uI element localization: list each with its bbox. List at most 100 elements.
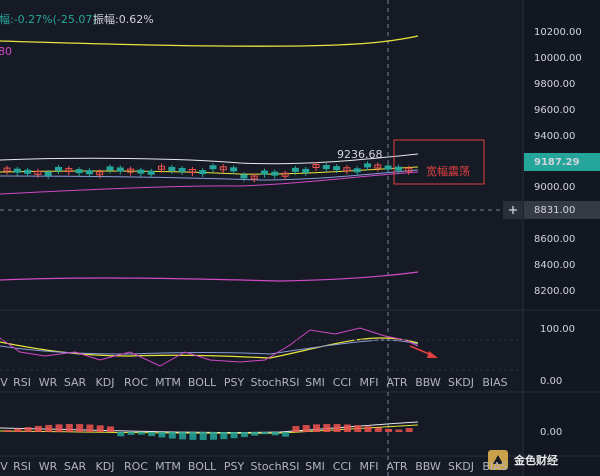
- indicator-tab[interactable]: MFI: [359, 376, 378, 389]
- ma-line: [0, 271, 419, 282]
- indicator-tab[interactable]: SMI: [305, 460, 325, 473]
- indicator-tab[interactable]: SAR: [64, 376, 87, 389]
- indicator-tab[interactable]: PSY: [224, 376, 245, 389]
- histogram-bar: [14, 428, 22, 432]
- histogram-bar: [210, 432, 217, 440]
- candle-body: [261, 170, 268, 175]
- indicator-tab[interactable]: MFI: [359, 460, 378, 473]
- crosshair-price-box: [524, 201, 600, 219]
- indicator-tab[interactable]: ATR: [386, 376, 407, 389]
- indicator-tab[interactable]: MTM: [155, 460, 181, 473]
- candle-body: [271, 171, 279, 176]
- candle-body: [240, 174, 248, 179]
- candle-body: [168, 166, 176, 171]
- candle-body: [75, 169, 83, 174]
- histogram-bar: [292, 426, 300, 432]
- price-tick-label: 9600.00: [534, 105, 575, 116]
- histogram-bar: [55, 424, 63, 432]
- plus-icon[interactable]: [509, 206, 517, 214]
- indicator-tab[interactable]: WR: [39, 460, 58, 473]
- indicator-tab[interactable]: V: [0, 460, 8, 473]
- indicator-tab[interactable]: BBW: [415, 460, 441, 473]
- boll-upper: [0, 153, 419, 165]
- ma-line: [0, 35, 419, 47]
- histogram-bar: [220, 432, 228, 440]
- indicator-tab[interactable]: WR: [39, 376, 58, 389]
- indicator-tab[interactable]: RSI: [13, 376, 31, 389]
- indicator-tab[interactable]: BOLL: [188, 376, 217, 389]
- indicator-tab[interactable]: ROC: [124, 460, 148, 473]
- indicator-tab[interactable]: SMI: [305, 376, 325, 389]
- candle-body: [312, 164, 320, 168]
- boll-lower: [0, 171, 419, 195]
- candle-body: [353, 168, 361, 173]
- candle-body: [65, 168, 73, 173]
- indicator-value: 80: [0, 45, 12, 58]
- histogram-bar: [343, 424, 351, 432]
- indicator-tab[interactable]: SKDJ: [448, 376, 474, 389]
- histogram-bar: [127, 432, 135, 435]
- candle-body: [34, 170, 42, 175]
- candles: [3, 161, 413, 183]
- last-price-box: [524, 153, 600, 171]
- indicator-tab[interactable]: RSI: [13, 460, 31, 473]
- price-tick-label: 8400.00: [534, 260, 575, 271]
- crosshair-price: 8831.00: [534, 205, 575, 216]
- candle-body: [364, 163, 371, 168]
- indicator-tab[interactable]: StochRSI: [251, 376, 300, 389]
- indicator-tab[interactable]: KDJ: [96, 460, 115, 473]
- indicator-tab[interactable]: BOLL: [188, 460, 217, 473]
- indicator-tab[interactable]: SKDJ: [448, 460, 474, 473]
- indicator-tab[interactable]: KDJ: [96, 376, 115, 389]
- histogram-bar: [199, 432, 207, 440]
- histogram-bar: [86, 424, 94, 432]
- histogram-bar: [240, 432, 248, 438]
- indicator-tab[interactable]: ATR: [386, 460, 407, 473]
- histogram-bar: [271, 432, 279, 436]
- indicator-tab[interactable]: StochRSI: [251, 460, 300, 473]
- histogram-bar: [374, 427, 382, 432]
- indicator-tab[interactable]: SAR: [64, 460, 87, 473]
- histogram-bar: [158, 432, 166, 438]
- candle-body: [55, 167, 62, 171]
- histogram-bar: [354, 425, 362, 432]
- candle-body: [199, 170, 207, 175]
- candle-body: [343, 167, 351, 172]
- kdj-k: [0, 337, 419, 359]
- indicator-tick-label: 0.00: [540, 376, 562, 387]
- candle-body: [44, 171, 52, 176]
- price-tick-label: 8600.00: [534, 234, 575, 245]
- indicator-tab[interactable]: V: [0, 376, 8, 389]
- histogram-bar: [107, 426, 114, 432]
- candle-body: [24, 169, 32, 174]
- candle-body: [127, 168, 135, 173]
- price-tick-label: 9400.00: [534, 131, 575, 142]
- amplitude-label: 振幅:0.62%: [93, 12, 154, 26]
- candle-body: [250, 175, 258, 180]
- candle-body: [219, 166, 227, 171]
- histogram-bar: [4, 430, 11, 432]
- histogram: [4, 424, 413, 440]
- histogram-bar: [261, 432, 269, 435]
- indicator-tab[interactable]: CCI: [333, 460, 352, 473]
- watermark: 金色财经: [513, 453, 558, 467]
- candle-body: [13, 168, 21, 173]
- indicator-tab[interactable]: BBW: [415, 376, 441, 389]
- indicator-tab[interactable]: PSY: [224, 460, 245, 473]
- change-label: 涨幅:-0.27%(-25.07): [0, 13, 97, 26]
- indicator-tab[interactable]: MTM: [155, 376, 181, 389]
- histogram-bar: [405, 428, 413, 432]
- indicator-tab[interactable]: BIAS: [482, 376, 507, 389]
- indicator-tab[interactable]: CCI: [333, 376, 352, 389]
- indicator-tab[interactable]: ROC: [124, 376, 148, 389]
- histogram-bar: [385, 428, 393, 432]
- price-tick-label: 9000.00: [534, 182, 575, 193]
- histogram-bar: [76, 424, 84, 432]
- indicator-tick-label: 100.00: [540, 324, 575, 335]
- indicator-tab[interactable]: BIAS: [482, 460, 507, 473]
- candle-body: [106, 166, 114, 171]
- candle-body: [281, 172, 289, 177]
- candle-body: [384, 165, 392, 170]
